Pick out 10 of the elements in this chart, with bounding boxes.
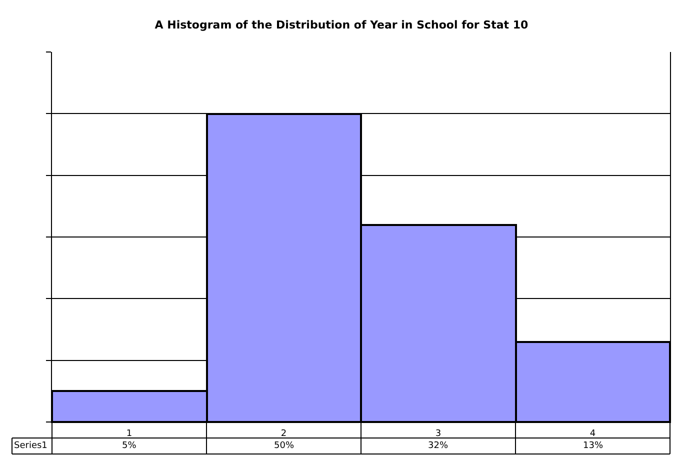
data-label: 5% (122, 441, 137, 451)
data-label: 50% (274, 441, 294, 451)
x-tick-label: 2 (280, 428, 287, 439)
chart-title: A Histogram of the Distribution of Year in School for Stat 10 (154, 18, 529, 32)
x-tick-label: 1 (126, 428, 132, 439)
x-tick-label: 4 (590, 428, 596, 439)
data-label: 13% (583, 441, 604, 451)
legend-label: Series1 (14, 441, 48, 451)
x-tick-label: 3 (435, 428, 442, 439)
data-label: 32% (428, 441, 448, 451)
